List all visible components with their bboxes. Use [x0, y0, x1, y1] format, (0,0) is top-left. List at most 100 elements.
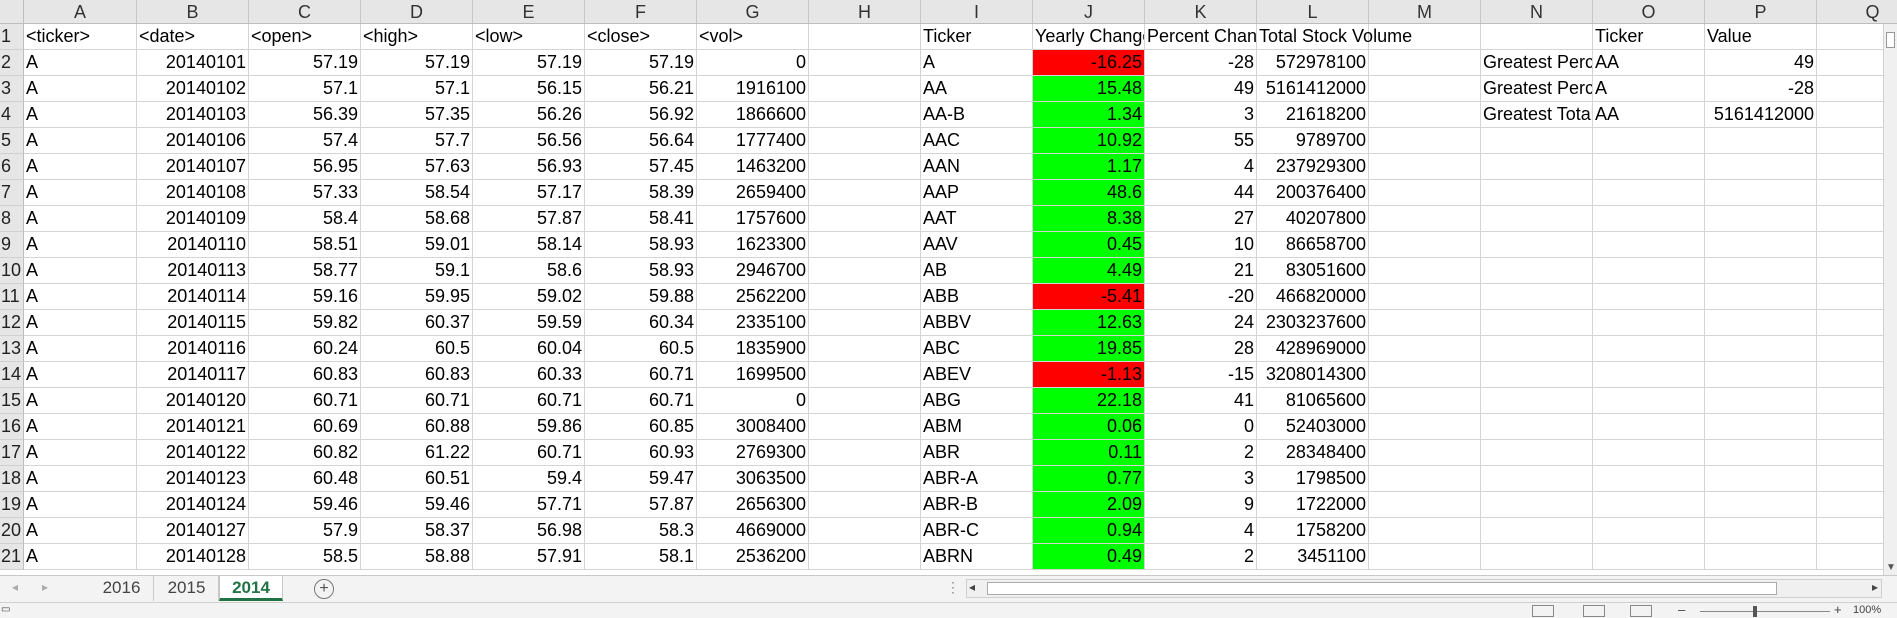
zoom-out-button[interactable]: – — [1678, 602, 1686, 617]
cell-d17[interactable]: 61.22 — [361, 440, 473, 466]
cell-f3[interactable]: 56.21 — [585, 76, 697, 102]
total-stock-volume[interactable]: 1798500 — [1257, 466, 1369, 492]
cell-e5[interactable]: 56.56 — [473, 128, 585, 154]
empty-cell[interactable] — [1481, 518, 1593, 544]
cell-b2[interactable]: 20140101 — [137, 50, 249, 76]
summary-ticker[interactable]: ABEV — [921, 362, 1033, 388]
empty-cell[interactable] — [1593, 154, 1705, 180]
cell-d2[interactable]: 57.19 — [361, 50, 473, 76]
total-stock-volume[interactable]: 1722000 — [1257, 492, 1369, 518]
empty-cell[interactable] — [1705, 180, 1817, 206]
empty-cell[interactable] — [1481, 154, 1593, 180]
empty-cell[interactable] — [1593, 518, 1705, 544]
cell-b20[interactable]: 20140127 — [137, 518, 249, 544]
cell-g15[interactable]: 0 — [697, 388, 809, 414]
cell-c10[interactable]: 58.77 — [249, 258, 361, 284]
column-header-p[interactable]: P — [1705, 0, 1817, 24]
cell-d13[interactable]: 60.5 — [361, 336, 473, 362]
summary-ticker[interactable]: ABR-C — [921, 518, 1033, 544]
row-header-1[interactable]: 1 — [0, 24, 24, 50]
cell-f4[interactable]: 56.92 — [585, 102, 697, 128]
row-header-2[interactable]: 2 — [0, 50, 24, 76]
empty-cell[interactable] — [1593, 180, 1705, 206]
empty-cell[interactable] — [809, 336, 921, 362]
cell-b18[interactable]: 20140123 — [137, 466, 249, 492]
cell-e12[interactable]: 59.59 — [473, 310, 585, 336]
percent-change[interactable]: 4 — [1145, 518, 1257, 544]
empty-cell[interactable] — [1481, 440, 1593, 466]
cell-a3[interactable]: A — [24, 76, 137, 102]
row-header-8[interactable]: 8 — [0, 206, 24, 232]
percent-change[interactable]: 2 — [1145, 544, 1257, 570]
empty-cell[interactable] — [1705, 544, 1817, 570]
row-header-18[interactable]: 18 — [0, 466, 24, 492]
row-header-5[interactable]: 5 — [0, 128, 24, 154]
empty-cell[interactable] — [809, 518, 921, 544]
cell-c11[interactable]: 59.16 — [249, 284, 361, 310]
cell-b13[interactable]: 20140116 — [137, 336, 249, 362]
cell-e20[interactable]: 56.98 — [473, 518, 585, 544]
cell-g4[interactable]: 1866600 — [697, 102, 809, 128]
summary-ticker[interactable]: AAN — [921, 154, 1033, 180]
cell-f6[interactable]: 57.45 — [585, 154, 697, 180]
yearly-change[interactable]: -1.13 — [1033, 362, 1145, 388]
cell-g5[interactable]: 1777400 — [697, 128, 809, 154]
yearly-change[interactable]: 1.17 — [1033, 154, 1145, 180]
cell-f21[interactable]: 58.1 — [585, 544, 697, 570]
cell-g8[interactable]: 1757600 — [697, 206, 809, 232]
summary-ticker[interactable]: ABR — [921, 440, 1033, 466]
summary-ticker[interactable]: AA — [921, 76, 1033, 102]
total-stock-volume[interactable]: 40207800 — [1257, 206, 1369, 232]
column-header-q[interactable]: Q — [1817, 0, 1897, 24]
cell-g16[interactable]: 3008400 — [697, 414, 809, 440]
cell-c17[interactable]: 60.82 — [249, 440, 361, 466]
cell-f8[interactable]: 58.41 — [585, 206, 697, 232]
cell-a20[interactable]: A — [24, 518, 137, 544]
cell-f18[interactable]: 59.47 — [585, 466, 697, 492]
empty-cell[interactable] — [1593, 232, 1705, 258]
header-p[interactable]: Value — [1705, 24, 1817, 50]
cell-f12[interactable]: 60.34 — [585, 310, 697, 336]
row-header-13[interactable]: 13 — [0, 336, 24, 362]
cell-b10[interactable]: 20140113 — [137, 258, 249, 284]
cell-a4[interactable]: A — [24, 102, 137, 128]
cell-g13[interactable]: 1835900 — [697, 336, 809, 362]
header-k[interactable]: Percent Change — [1145, 24, 1257, 50]
cell-a6[interactable]: A — [24, 154, 137, 180]
summary-ticker[interactable]: AAT — [921, 206, 1033, 232]
total-stock-volume[interactable]: 81065600 — [1257, 388, 1369, 414]
cell-d7[interactable]: 58.54 — [361, 180, 473, 206]
cell-d3[interactable]: 57.1 — [361, 76, 473, 102]
cell-d11[interactable]: 59.95 — [361, 284, 473, 310]
yearly-change[interactable]: 8.38 — [1033, 206, 1145, 232]
spreadsheet-grid[interactable]: A B C D E F G H I J K L M N O P Q 1 2 3 4 5 6 7 8 9 10 11 12 13 14 15 16… — [0, 0, 1897, 575]
percent-change[interactable]: 0 — [1145, 414, 1257, 440]
summary-ticker[interactable]: AB — [921, 258, 1033, 284]
total-stock-volume[interactable]: 83051600 — [1257, 258, 1369, 284]
cell-b15[interactable]: 20140120 — [137, 388, 249, 414]
cell-a10[interactable]: A — [24, 258, 137, 284]
row-header-16[interactable]: 16 — [0, 414, 24, 440]
yearly-change[interactable]: 1.34 — [1033, 102, 1145, 128]
percent-change[interactable]: -20 — [1145, 284, 1257, 310]
cell-g10[interactable]: 2946700 — [697, 258, 809, 284]
empty-cell[interactable] — [1481, 388, 1593, 414]
cell-a14[interactable]: A — [24, 362, 137, 388]
empty-cell[interactable] — [1705, 414, 1817, 440]
empty-cell[interactable] — [809, 440, 921, 466]
cell-d9[interactable]: 59.01 — [361, 232, 473, 258]
summary-ticker[interactable]: ABBV — [921, 310, 1033, 336]
percent-change[interactable]: 55 — [1145, 128, 1257, 154]
empty-cell[interactable] — [1817, 232, 1897, 258]
empty-cell[interactable] — [1369, 24, 1481, 50]
scroll-down-arrow-icon[interactable]: ▼ — [1886, 562, 1896, 573]
empty-cell[interactable] — [1369, 258, 1481, 284]
greatest-label[interactable]: Greatest Percent Increase — [1481, 50, 1593, 76]
cell-g3[interactable]: 1916100 — [697, 76, 809, 102]
row-header-17[interactable]: 17 — [0, 440, 24, 466]
cell-f16[interactable]: 60.85 — [585, 414, 697, 440]
cell-a18[interactable]: A — [24, 466, 137, 492]
cell-e10[interactable]: 58.6 — [473, 258, 585, 284]
empty-cell[interactable] — [1481, 362, 1593, 388]
cell-f14[interactable]: 60.71 — [585, 362, 697, 388]
